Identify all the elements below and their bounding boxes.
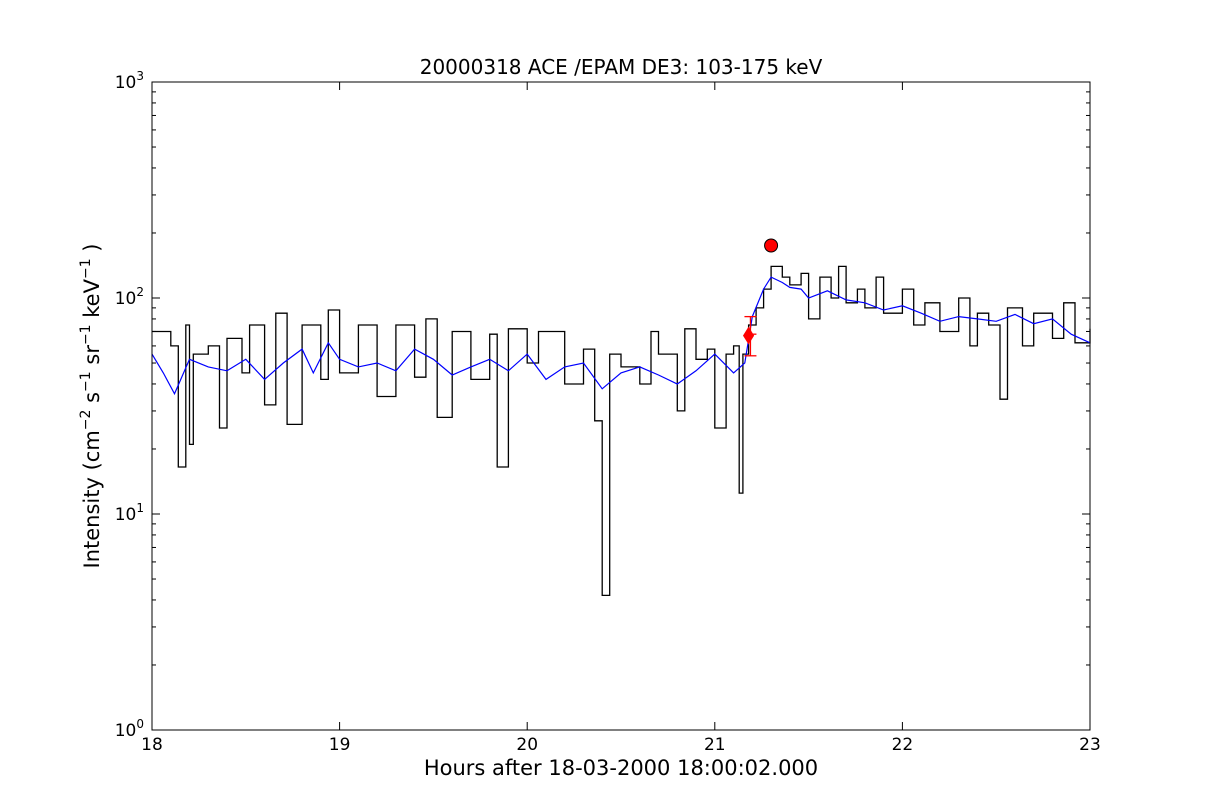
raw-intensity-series bbox=[152, 265, 1091, 597]
tick-labels: 18 19 20 21 22 23 100 101 102 103 bbox=[115, 69, 1101, 755]
y-tick-label: 102 bbox=[115, 285, 144, 309]
chart-title: 20000318 ACE /EPAM DE3: 103-175 keV bbox=[420, 55, 823, 79]
x-axis-label: Hours after 18-03-2000 18:00:02.000 bbox=[424, 756, 818, 780]
peak-marker bbox=[764, 238, 779, 253]
x-tick-label: 21 bbox=[704, 735, 726, 755]
data-series bbox=[151, 265, 1091, 597]
y-tick-label: 101 bbox=[115, 501, 144, 525]
y-tick-label: 100 bbox=[115, 717, 144, 741]
x-tick-label: 22 bbox=[892, 735, 914, 755]
x-tick-label: 19 bbox=[329, 735, 351, 755]
y-tick-label: 103 bbox=[115, 69, 144, 93]
y-axis-label: Intensity (cm−2 s−1 sr−1 keV−1 ) bbox=[78, 244, 104, 569]
x-tick-label: 18 bbox=[141, 735, 163, 755]
smoothed-intensity-series bbox=[151, 276, 1091, 396]
plot-area-frame bbox=[151, 81, 1091, 731]
event-markers bbox=[742, 238, 779, 357]
x-tick-label: 20 bbox=[516, 735, 538, 755]
x-tick-label: 23 bbox=[1079, 735, 1101, 755]
